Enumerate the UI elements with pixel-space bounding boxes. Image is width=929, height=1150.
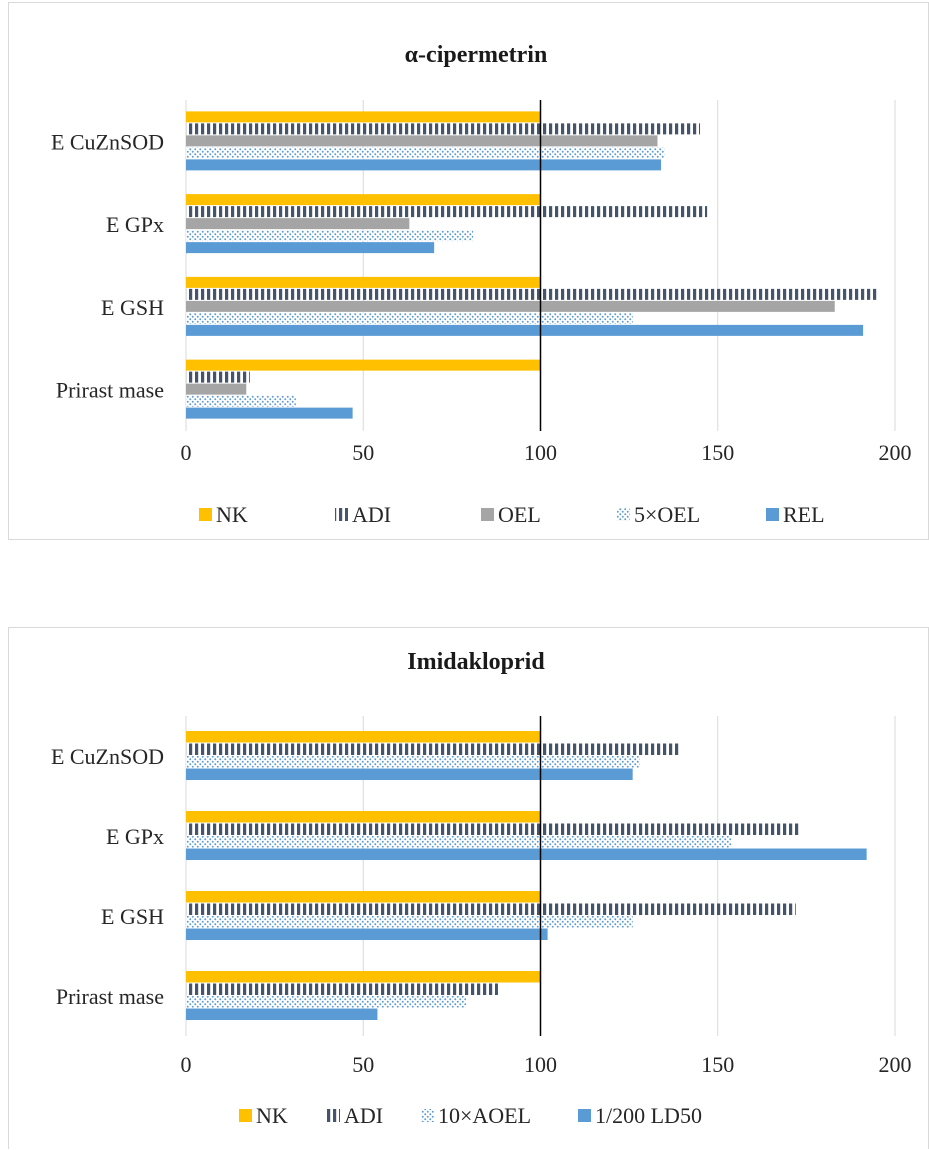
chart-imidakloprid: Imidakloprid E CuZnSOD E GPx E GSH Prirast m… [8,627,929,1149]
bar-oel-e-cuznsod [186,135,658,147]
bar-adi-prirast-mase [186,983,498,995]
bar-nk-e-cuznsod [186,731,541,743]
legend-swatch-1-200-ld50 [578,1109,591,1122]
bar-rel-prirast-mase [186,407,353,419]
legend-swatch-adi [335,508,348,521]
bar-nk-prirast-mase [186,971,541,983]
chart-title: α-cipermetrin [405,42,548,68]
bar-adi-e-cuznsod [186,743,679,755]
category-label-e-cuznsod: E CuZnSOD [51,129,164,154]
bar-1-200-ld50-e-gsh [186,928,548,940]
x-tick-label-150: 150 [701,1052,734,1077]
bar-adi-e-gsh [186,288,878,300]
legend-swatch-5-oel [617,508,630,521]
legend-swatch-nk [239,1109,252,1122]
chart-alpha-cipermetrin-svg: α-cipermetrin E CuZnSOD E GPx E GSH Prirast … [51,42,912,527]
bar-adi-e-gpx [186,206,708,218]
bar-5-oel-e-gsh [186,312,633,324]
bar-nk-prirast-mase [186,359,541,371]
bar-nk-e-gsh [186,276,541,288]
x-tick-label-150: 150 [701,440,734,465]
legend-label-10-aoel: 10×AOEL [438,1103,531,1128]
legend-label-nk: NK [216,502,248,527]
x-tick-label-0: 0 [181,440,192,465]
bar-oel-e-gsh [186,300,835,312]
legend-swatch-10-aoel [421,1109,434,1122]
category-label-e-gpx: E GPx [106,212,164,237]
bar-5-oel-e-gpx [186,230,474,242]
legend-label-adi: ADI [344,1103,383,1128]
bar-1-200-ld50-e-gpx [186,848,867,860]
x-tick-label-0: 0 [181,1052,192,1077]
bar-1-200-ld50-prirast-mase [186,1008,378,1020]
bar-nk-e-gpx [186,194,541,206]
chart-imidakloprid-svg: Imidakloprid E CuZnSOD E GPx E GSH Prirast m… [51,649,912,1128]
bar-nk-e-gpx [186,811,541,823]
legend-swatch-oel [481,508,494,521]
bar-10-aoel-e-gpx [186,836,732,848]
legend-swatch-rel [766,508,779,521]
category-label-e-gsh: E GSH [101,295,164,320]
bar-rel-e-cuznsod [186,159,662,171]
legend-swatch-nk [199,508,212,521]
bar-oel-prirast-mase [186,383,247,395]
bar-nk-e-gsh [186,891,541,903]
bar-5-oel-e-cuznsod [186,147,665,159]
x-tick-label-200: 200 [879,1052,912,1077]
x-tick-label-100: 100 [524,1052,557,1077]
legend-label-adi: ADI [352,502,391,527]
x-tick-label-50: 50 [352,440,374,465]
category-label-prirast-mase: Prirast mase [56,984,164,1009]
bar-10-aoel-e-gsh [186,916,633,928]
bar-rel-e-gsh [186,324,864,336]
bar-oel-e-gpx [186,218,410,230]
x-tick-label-50: 50 [352,1052,374,1077]
category-label-e-gpx: E GPx [106,824,164,849]
category-label-e-cuznsod: E CuZnSOD [51,744,164,769]
legend-label-nk: NK [256,1103,288,1128]
category-label-e-gsh: E GSH [101,904,164,929]
legend-label-oel: OEL [498,502,541,527]
category-label-prirast-mase: Prirast mase [56,378,164,403]
x-tick-label-200: 200 [879,440,912,465]
chart-title: Imidakloprid [407,649,545,675]
bar-1-200-ld50-e-cuznsod [186,768,633,780]
bar-adi-e-gsh [186,903,796,915]
bar-adi-e-cuznsod [186,123,701,135]
bar-nk-e-cuznsod [186,111,541,123]
bar-adi-prirast-mase [186,371,250,383]
x-tick-label-100: 100 [524,440,557,465]
chart-alpha-cipermetrin: α-cipermetrin E CuZnSOD E GPx E GSH Prirast … [8,2,929,540]
legend-label-1-200-ld50: 1/200 LD50 [595,1103,702,1128]
bar-10-aoel-prirast-mase [186,996,467,1008]
bar-10-aoel-e-cuznsod [186,756,640,768]
legend-label-rel: REL [783,502,825,527]
legend-label-5-oel: 5×OEL [634,502,700,527]
bar-5-oel-prirast-mase [186,395,296,407]
legend-swatch-adi [327,1109,340,1122]
bar-rel-e-gpx [186,242,435,254]
bar-adi-e-gpx [186,823,800,835]
